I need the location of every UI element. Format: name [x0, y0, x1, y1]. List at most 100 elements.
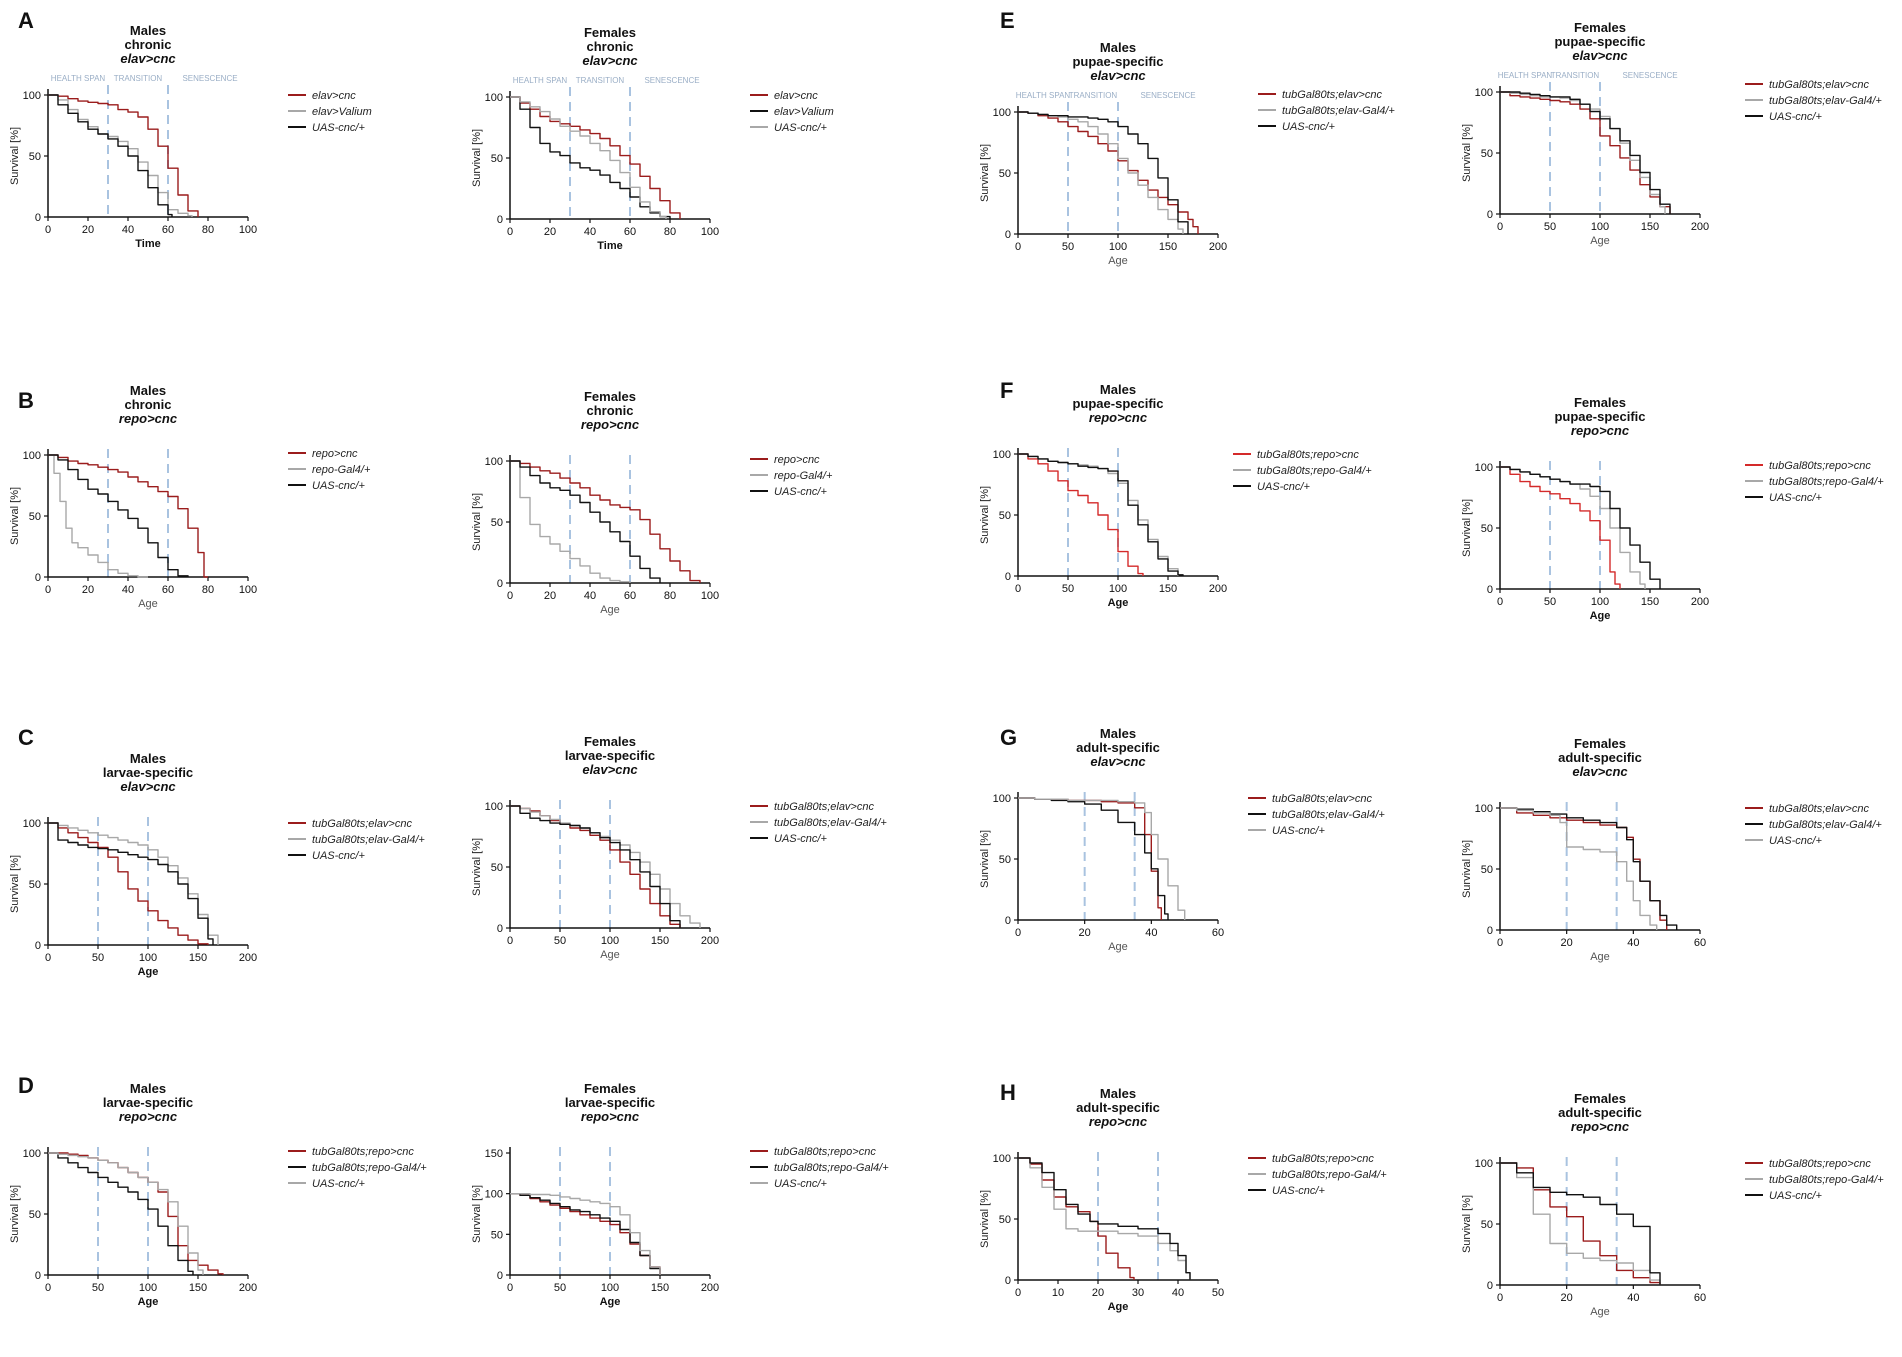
zone-label: SENESCENCE: [182, 74, 237, 83]
x-tick-label: 20: [1079, 927, 1091, 939]
x-axis-label: Age: [138, 598, 158, 610]
y-tick-label: 50: [1481, 864, 1493, 876]
y-tick-label: 50: [491, 1229, 503, 1241]
legend-label: tubGal80ts;elav-Gal4/+: [1282, 105, 1395, 117]
y-tick-label: 100: [485, 801, 503, 813]
x-tick-label: 0: [45, 1282, 51, 1294]
legend-label: UAS-cnc/+: [1769, 835, 1822, 847]
legend-label: repo>cnc: [312, 448, 358, 460]
x-tick-label: 150: [1159, 583, 1177, 595]
chart-title-line: elav>cnc: [1090, 754, 1146, 769]
series-line-0: [48, 822, 209, 945]
chart-title-line: Males: [130, 23, 166, 38]
series-line-2: [1500, 807, 1658, 930]
panel-letter-E: E: [1000, 8, 1015, 33]
chart-title-line: Males: [1100, 382, 1136, 397]
x-tick-label: 50: [554, 935, 566, 947]
legend-label: repo>cnc: [774, 454, 820, 466]
y-axis-label: Survival [%]: [9, 487, 21, 545]
x-tick-label: 40: [1627, 1292, 1639, 1304]
x-tick-label: 60: [1694, 1292, 1706, 1304]
legend-label: repo-Gal4/+: [312, 464, 371, 476]
y-tick-label: 0: [1487, 1280, 1493, 1292]
y-axis-label: Survival [%]: [979, 144, 991, 202]
panel-letter-C: C: [18, 725, 34, 750]
zone-label: TRANSITION: [1551, 71, 1600, 80]
y-axis-label: Survival [%]: [471, 129, 483, 187]
y-tick-label: 50: [999, 510, 1011, 522]
x-tick-label: 50: [554, 1282, 566, 1294]
x-axis-label: Age: [600, 1296, 621, 1308]
y-axis-label: Survival [%]: [471, 838, 483, 896]
x-axis-label: Age: [1590, 951, 1610, 963]
legend-label: elav>cnc: [312, 90, 356, 102]
series-line-0: [1018, 797, 1162, 920]
x-tick-label: 20: [544, 226, 556, 238]
x-tick-label: 150: [189, 952, 207, 964]
zone-label: HEALTH SPAN: [51, 74, 106, 83]
y-tick-label: 50: [1481, 148, 1493, 160]
series-line-1: [48, 94, 193, 217]
x-tick-label: 0: [45, 952, 51, 964]
series-line-0: [48, 454, 208, 578]
y-axis-label: Survival [%]: [9, 855, 21, 913]
series-line-0: [1500, 91, 1671, 214]
series-line-1: [1018, 797, 1169, 920]
y-tick-label: 100: [23, 450, 41, 462]
series-line-1: [510, 805, 701, 928]
legend-label: UAS-cnc/+: [312, 1178, 365, 1190]
chart-title-line: adult-specific: [1076, 1100, 1160, 1115]
legend-label: tubGal80ts;repo>cnc: [774, 1146, 876, 1158]
y-tick-label: 0: [1005, 571, 1011, 583]
y-tick-label: 100: [993, 793, 1011, 805]
x-tick-label: 60: [162, 224, 174, 236]
x-tick-label: 0: [507, 226, 513, 238]
x-tick-label: 150: [1641, 596, 1659, 608]
chart-title-line: larvae-specific: [103, 765, 193, 780]
series-line-2: [1018, 111, 1189, 234]
legend-label: tubGal80ts;repo>cnc: [1257, 449, 1359, 461]
y-tick-label: 50: [491, 153, 503, 165]
y-tick-label: 0: [1487, 209, 1493, 221]
series-line-0: [1500, 807, 1668, 930]
x-tick-label: 40: [584, 590, 596, 602]
x-tick-label: 150: [651, 935, 669, 947]
x-tick-label: 20: [544, 590, 556, 602]
chart-title-line: pupae-specific: [1072, 54, 1163, 69]
y-tick-label: 100: [993, 107, 1011, 119]
y-tick-label: 100: [485, 456, 503, 468]
x-tick-label: 0: [507, 590, 513, 602]
series-line-2: [48, 94, 173, 217]
y-tick-label: 100: [1475, 803, 1493, 815]
x-tick-label: 0: [1497, 1292, 1503, 1304]
x-tick-label: 50: [1212, 1287, 1224, 1299]
legend-label: tubGal80ts;elav>cnc: [1282, 89, 1382, 101]
y-tick-label: 0: [35, 212, 41, 224]
y-tick-label: 50: [29, 1209, 41, 1221]
y-axis-label: Survival [%]: [1461, 124, 1473, 182]
chart-title-line: pupae-specific: [1554, 409, 1645, 424]
y-tick-label: 150: [485, 1148, 503, 1160]
x-tick-label: 60: [624, 590, 636, 602]
x-tick-label: 80: [202, 584, 214, 596]
y-tick-label: 0: [1005, 1275, 1011, 1287]
series-line-2: [510, 460, 661, 583]
chart-title-line: Males: [1100, 40, 1136, 55]
x-tick-label: 100: [601, 1282, 619, 1294]
x-tick-label: 100: [139, 1282, 157, 1294]
legend-label: tubGal80ts;repo>cnc: [1272, 1153, 1374, 1165]
x-tick-label: 40: [584, 226, 596, 238]
panel-letter-D: D: [18, 1073, 34, 1098]
x-axis-label: Age: [1108, 255, 1128, 267]
chart-title-line: repo>cnc: [119, 1109, 178, 1124]
y-tick-label: 100: [1475, 462, 1493, 474]
legend-label: tubGal80ts;elav>cnc: [1272, 793, 1372, 805]
chart-title-line: pupae-specific: [1554, 34, 1645, 49]
chart-title-line: larvae-specific: [565, 748, 655, 763]
